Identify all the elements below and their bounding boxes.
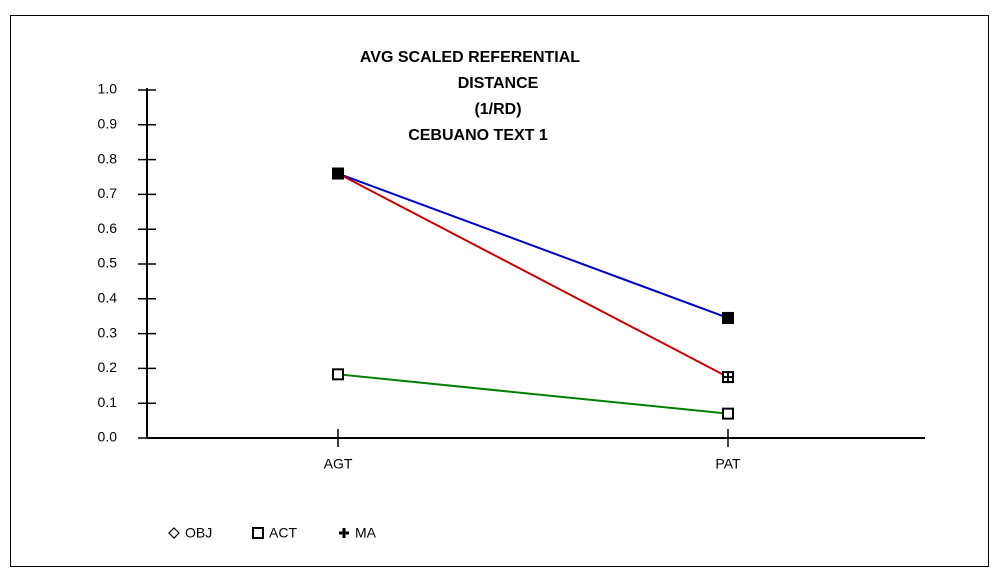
series-line (337, 172, 729, 378)
y-tick-label: 0.0 (98, 429, 118, 445)
data-point (722, 371, 734, 384)
x-tick-label: PAT (715, 456, 741, 472)
series-line (337, 172, 729, 319)
y-tick-label: 0.4 (98, 290, 118, 306)
chart-title: CEBUANO TEXT 1 (408, 127, 548, 144)
y-tick-label: 0.5 (98, 255, 118, 271)
data-point (722, 407, 734, 420)
y-tick-label: 1.0 (98, 81, 118, 97)
data-point-part (722, 311, 734, 324)
series-line (337, 373, 729, 415)
chart-title: (1/RD) (474, 101, 521, 118)
legend-symbol (339, 528, 349, 538)
chart-title: DISTANCE (458, 75, 539, 92)
legend-label: OBJ (185, 525, 212, 541)
data-point (332, 167, 344, 180)
data-point-part (332, 167, 344, 180)
legend-symbol (252, 527, 264, 539)
y-tick-label: 0.3 (98, 324, 118, 340)
legend-symbol (168, 527, 180, 539)
data-point-part (722, 407, 734, 420)
y-tick-label: 0.2 (98, 359, 118, 375)
y-tick-label: 0.9 (98, 116, 118, 132)
data-point (722, 311, 734, 324)
frame (10, 15, 989, 567)
chart-title: AVG SCALED REFERENTIAL (360, 49, 580, 66)
legend-label: MA (355, 525, 377, 541)
y-tick-label: 0.1 (98, 394, 118, 410)
data-point (332, 368, 344, 381)
legend-symbol-part (168, 527, 180, 539)
legend-symbol-part (252, 527, 264, 539)
y-tick-label: 0.8 (98, 150, 118, 166)
y-tick-label: 0.6 (98, 220, 118, 236)
y-tick-label: 0.7 (98, 185, 118, 201)
x-tick-label: AGT (324, 456, 353, 472)
legend-label: ACT (269, 525, 297, 541)
data-point-part (332, 368, 344, 381)
